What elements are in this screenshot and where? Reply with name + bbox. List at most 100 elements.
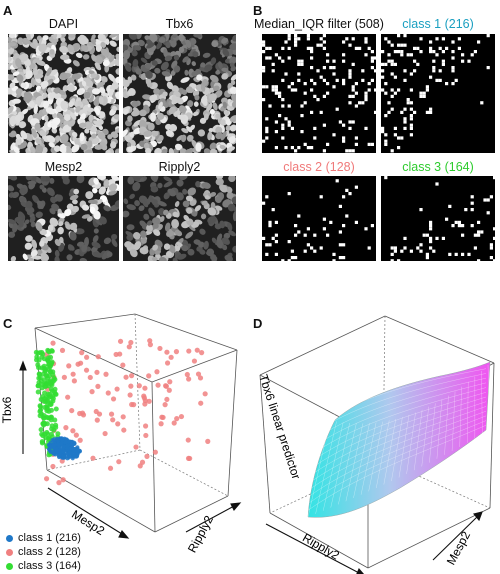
nucleus bbox=[111, 238, 118, 248]
nucleus bbox=[11, 98, 21, 104]
nucleus bbox=[170, 40, 177, 48]
mesh-line bbox=[383, 418, 397, 485]
mask-pixel bbox=[354, 136, 358, 140]
nucleus bbox=[107, 134, 113, 140]
nucleus bbox=[100, 76, 108, 83]
scatter-point bbox=[44, 430, 50, 436]
mask-pixel bbox=[290, 126, 294, 130]
nucleus bbox=[123, 79, 130, 88]
nucleus bbox=[106, 251, 113, 258]
mask-pixel bbox=[290, 249, 294, 253]
nucleus bbox=[199, 228, 206, 235]
nucleus bbox=[123, 50, 131, 60]
legend-item-class-3: class 3 (164) bbox=[6, 559, 81, 573]
mask-pixel bbox=[326, 53, 330, 57]
mask-pixel bbox=[397, 136, 401, 140]
nucleus bbox=[178, 46, 185, 53]
nucleus bbox=[19, 196, 27, 202]
mask-pixel bbox=[381, 126, 385, 130]
nucleus bbox=[49, 49, 55, 55]
micrograph-ripply2 bbox=[123, 176, 236, 261]
nucleus bbox=[36, 200, 44, 210]
mask-pixel bbox=[393, 249, 397, 253]
mask-pixel bbox=[262, 236, 266, 240]
mask-pixel bbox=[400, 136, 404, 140]
nucleus bbox=[165, 123, 172, 131]
nucleus bbox=[57, 213, 66, 219]
mask-pixel bbox=[400, 50, 404, 54]
nucleus bbox=[127, 76, 133, 84]
nucleus bbox=[42, 35, 49, 41]
mask-pixel bbox=[384, 37, 388, 41]
nucleus bbox=[108, 54, 115, 63]
nucleus bbox=[231, 93, 236, 102]
nucleus bbox=[168, 148, 175, 153]
mask-pixel bbox=[345, 37, 349, 41]
mask-pixel bbox=[429, 236, 433, 240]
mesh-line bbox=[391, 417, 403, 482]
legend-label-class-2: class 2 (128) bbox=[18, 546, 81, 558]
nucleus bbox=[210, 148, 218, 153]
mask-pixel bbox=[265, 46, 269, 50]
nucleus bbox=[174, 201, 180, 208]
mask-pixel bbox=[384, 82, 388, 86]
nucleus bbox=[204, 64, 213, 72]
mask-pixel bbox=[493, 236, 495, 240]
nucleus bbox=[152, 244, 159, 251]
scatter-point bbox=[154, 369, 160, 375]
nucleus bbox=[25, 200, 33, 209]
nucleus bbox=[224, 58, 231, 64]
nucleus bbox=[92, 187, 98, 194]
nucleus bbox=[133, 232, 141, 240]
nucleus bbox=[195, 181, 201, 188]
nucleus bbox=[229, 86, 236, 95]
binary-map-class-2 bbox=[262, 176, 376, 261]
nucleus bbox=[72, 199, 78, 205]
nucleus bbox=[14, 114, 23, 122]
mask-pixel bbox=[287, 240, 291, 244]
mask-pixel bbox=[438, 46, 442, 50]
mask-pixel bbox=[425, 256, 429, 260]
mask-pixel bbox=[364, 40, 368, 44]
mask-pixel bbox=[338, 256, 342, 260]
legend-item-class-2: class 2 (128) bbox=[6, 545, 81, 559]
nucleus bbox=[83, 91, 91, 99]
mask-pixel bbox=[400, 43, 404, 47]
mask-pixel bbox=[281, 126, 285, 130]
scatter-point bbox=[59, 347, 66, 353]
nucleus bbox=[192, 51, 199, 58]
scatter-point bbox=[49, 426, 55, 432]
nucleus bbox=[173, 65, 181, 73]
mask-pixel bbox=[438, 78, 442, 82]
nucleus bbox=[58, 221, 64, 227]
nucleus bbox=[229, 56, 236, 65]
nucleus bbox=[128, 88, 136, 96]
nucleus bbox=[222, 48, 230, 57]
scatter-point bbox=[34, 357, 40, 363]
nucleus bbox=[80, 143, 88, 151]
mask-pixel bbox=[451, 56, 455, 60]
mask-pixel bbox=[310, 88, 314, 92]
nucleus bbox=[157, 200, 167, 207]
mask-pixel bbox=[265, 136, 269, 140]
mask-pixel bbox=[338, 230, 342, 234]
nucleus bbox=[231, 196, 236, 204]
mesh-line bbox=[353, 423, 370, 499]
nucleus bbox=[168, 106, 176, 115]
axis-label-tbx6: Tbx6 bbox=[0, 396, 14, 423]
mask-pixel bbox=[310, 46, 314, 50]
nucleus bbox=[179, 176, 188, 181]
nucleus bbox=[22, 253, 28, 261]
nucleus bbox=[71, 131, 78, 138]
nucleus bbox=[66, 254, 73, 261]
scatter-point bbox=[174, 416, 180, 422]
mask-pixel bbox=[313, 94, 317, 98]
nucleus bbox=[91, 88, 101, 95]
scatter-point bbox=[36, 380, 42, 386]
mask-pixel bbox=[265, 85, 269, 89]
nucleus bbox=[49, 208, 56, 215]
mask-pixel bbox=[381, 75, 385, 79]
nucleus bbox=[154, 147, 162, 153]
nucleus bbox=[156, 112, 165, 120]
mask-pixel bbox=[294, 88, 298, 92]
